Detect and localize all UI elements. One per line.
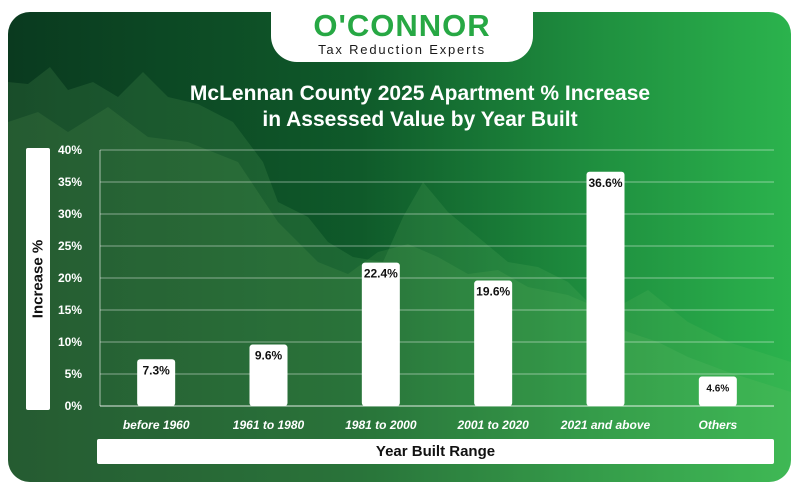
y-axis-label-box [26,148,50,410]
y-tick-label: 0% [65,399,83,413]
y-tick-label: 35% [58,175,82,189]
bar [474,280,513,406]
bar-value-label: 19.6% [476,285,510,299]
bar [586,171,625,406]
y-tick-label: 20% [58,271,82,285]
bar-value-label: 22.4% [364,267,398,281]
x-tick-label: before 1960 [123,418,190,432]
brand-name: O'CONNOR [313,8,491,43]
x-axis-label: Year Built Range [97,439,774,464]
y-tick-label: 40% [58,143,82,157]
x-tick-label: 2021 and above [560,418,651,432]
bar-value-label: 36.6% [588,176,622,190]
bar [137,359,176,406]
y-tick-label: 10% [58,335,82,349]
bar [249,344,288,406]
brand-logo: O'CONNOR Tax Reduction Experts [271,4,533,62]
bar [361,262,400,406]
x-tick-label: 1961 to 1980 [233,418,305,432]
y-tick-label: 30% [58,207,82,221]
brand-tagline: Tax Reduction Experts [318,42,486,57]
bar-value-label: 9.6% [255,349,283,363]
bar [698,376,737,406]
x-tick-label: Others [698,418,737,432]
x-tick-label: 2001 to 2020 [456,418,529,432]
x-tick-label: 1981 to 2000 [345,418,417,432]
chart-title-line-1: McLennan County 2025 Apartment % Increas… [189,82,651,105]
y-tick-label: 15% [58,303,82,317]
bar-value-label: 7.3% [142,363,170,377]
bar-value-label: 4.6% [706,384,729,395]
y-tick-label: 5% [65,367,83,381]
chart-title-line-2: in Assessed Value by Year Built [262,108,578,131]
y-tick-label: 25% [58,239,82,253]
